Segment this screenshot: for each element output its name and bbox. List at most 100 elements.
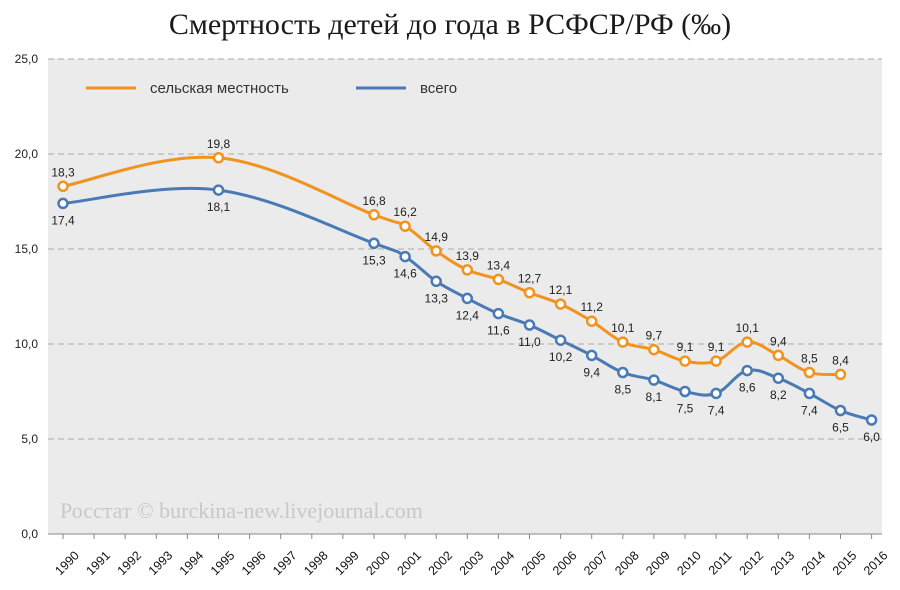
data-point-total bbox=[554, 334, 567, 346]
data-point-rural bbox=[399, 220, 411, 232]
data-point-rural bbox=[430, 245, 442, 257]
x-tick-label: 1999 bbox=[332, 548, 362, 578]
chart-title: Смертность детей до года в РСФСР/РФ (‰) bbox=[168, 8, 732, 41]
y-tick-label: 20,0 bbox=[15, 147, 39, 161]
data-point-total bbox=[523, 319, 536, 331]
y-tick-label: 5,0 bbox=[21, 432, 38, 446]
data-point-total bbox=[57, 197, 69, 210]
data-label-rural: 19,8 bbox=[207, 137, 231, 151]
data-label-total: 6,0 bbox=[863, 430, 880, 444]
data-label-total: 8,6 bbox=[739, 381, 756, 395]
x-tick-label: 2011 bbox=[706, 549, 735, 578]
data-label-total: 15,3 bbox=[362, 253, 386, 267]
data-label-total: 8,1 bbox=[646, 390, 663, 404]
y-tick-label: 15,0 bbox=[15, 242, 39, 256]
x-tick-label: 1998 bbox=[301, 548, 331, 578]
data-point-rural bbox=[617, 336, 629, 348]
data-label-rural: 13,9 bbox=[456, 249, 480, 263]
data-point-total bbox=[212, 184, 225, 196]
data-point-rural bbox=[461, 264, 474, 276]
data-point-total bbox=[430, 275, 442, 288]
data-label-rural: 16,2 bbox=[393, 205, 417, 219]
data-point-total bbox=[834, 404, 847, 417]
x-tick-label: 2007 bbox=[581, 548, 611, 578]
legend-label-total: всего bbox=[420, 80, 457, 97]
data-label-total: 18,1 bbox=[207, 200, 231, 214]
data-label-rural: 10,1 bbox=[611, 321, 635, 335]
data-point-total bbox=[648, 374, 660, 386]
legend-label-rural: сельская местность bbox=[150, 80, 289, 97]
x-tick-label: 2013 bbox=[768, 548, 798, 578]
data-point-total bbox=[461, 292, 474, 305]
data-label-rural: 9,1 bbox=[708, 340, 725, 354]
x-tick-label: 1994 bbox=[177, 548, 207, 578]
data-point-rural bbox=[772, 349, 785, 362]
data-label-total: 8,2 bbox=[770, 388, 787, 402]
data-point-total bbox=[368, 237, 380, 250]
data-label-rural: 11,2 bbox=[580, 300, 603, 314]
data-label-total: 12,4 bbox=[456, 308, 480, 322]
data-point-rural bbox=[803, 366, 816, 379]
data-label-total: 14,6 bbox=[393, 267, 417, 281]
x-tick-label: 2014 bbox=[799, 548, 829, 578]
data-label-total: 7,5 bbox=[677, 402, 694, 416]
x-tick-label: 1997 bbox=[270, 548, 300, 578]
data-point-total bbox=[865, 414, 878, 426]
data-labels: 18,3 19,8 16,8 16,2 14,9 13,9 13,4 12,7 12,1 11,2… bbox=[51, 137, 880, 444]
x-tick-label: 1996 bbox=[239, 548, 269, 578]
data-point-total bbox=[679, 385, 691, 398]
x-tick-label: 2008 bbox=[612, 548, 642, 578]
x-tick-label: 2015 bbox=[830, 548, 860, 578]
data-label-total: 10,2 bbox=[549, 350, 573, 364]
y-tick-label: 25,0 bbox=[15, 52, 39, 66]
x-tick-label: 2004 bbox=[488, 548, 518, 578]
data-point-rural bbox=[57, 180, 69, 193]
data-point-total bbox=[399, 250, 411, 263]
data-point-total bbox=[772, 372, 785, 384]
data-label-rural: 9,4 bbox=[770, 334, 787, 348]
data-label-rural: 12,7 bbox=[518, 272, 542, 286]
data-label-total: 7,4 bbox=[801, 403, 818, 417]
data-label-total: 17,4 bbox=[51, 213, 75, 227]
x-tick-label: 1990 bbox=[52, 548, 82, 578]
data-label-rural: 14,9 bbox=[425, 230, 449, 244]
data-point-rural bbox=[523, 286, 536, 299]
x-tick-label: 2001 bbox=[394, 548, 424, 578]
legend: сельская местность всего bbox=[86, 80, 457, 97]
x-tick-label: 2005 bbox=[519, 548, 549, 578]
data-label-rural: 12,1 bbox=[549, 283, 573, 297]
x-tick-label: 2012 bbox=[737, 548, 767, 578]
data-point-rural bbox=[585, 315, 598, 327]
x-tick-label: 2002 bbox=[426, 548, 456, 578]
x-tick-label: 1991 bbox=[83, 548, 113, 578]
x-tick-label: 2016 bbox=[861, 548, 891, 578]
x-tick-label: 1993 bbox=[146, 548, 176, 578]
x-tick-label: 2003 bbox=[457, 548, 487, 578]
data-point-total bbox=[710, 387, 722, 400]
data-label-rural: 9,7 bbox=[646, 329, 663, 343]
data-label-total: 7,4 bbox=[708, 403, 725, 417]
x-tick-label: 2006 bbox=[550, 548, 580, 578]
data-point-rural bbox=[648, 343, 660, 356]
data-label-rural: 9,1 bbox=[677, 340, 694, 354]
data-point-total bbox=[617, 366, 629, 379]
data-label-total: 13,3 bbox=[425, 291, 449, 305]
y-tick-label: 10,0 bbox=[15, 337, 39, 351]
x-tick-label: 2009 bbox=[643, 548, 673, 578]
data-point-rural bbox=[679, 355, 691, 367]
data-point-rural bbox=[212, 152, 225, 164]
data-point-rural bbox=[492, 273, 505, 286]
data-label-total: 9,4 bbox=[583, 365, 600, 379]
data-label-total: 8,5 bbox=[614, 383, 631, 397]
data-label-rural: 16,8 bbox=[362, 194, 386, 208]
data-label-rural: 18,3 bbox=[51, 165, 75, 179]
data-label-rural: 10,1 bbox=[736, 321, 760, 335]
data-label-total: 11,6 bbox=[487, 324, 510, 338]
data-point-rural bbox=[741, 336, 753, 348]
data-point-total bbox=[741, 364, 753, 377]
x-tick-label: 2000 bbox=[363, 548, 393, 578]
data-point-total bbox=[585, 349, 598, 362]
data-point-rural bbox=[554, 298, 567, 310]
data-point-rural bbox=[834, 368, 847, 381]
data-label-rural: 8,5 bbox=[801, 352, 818, 366]
